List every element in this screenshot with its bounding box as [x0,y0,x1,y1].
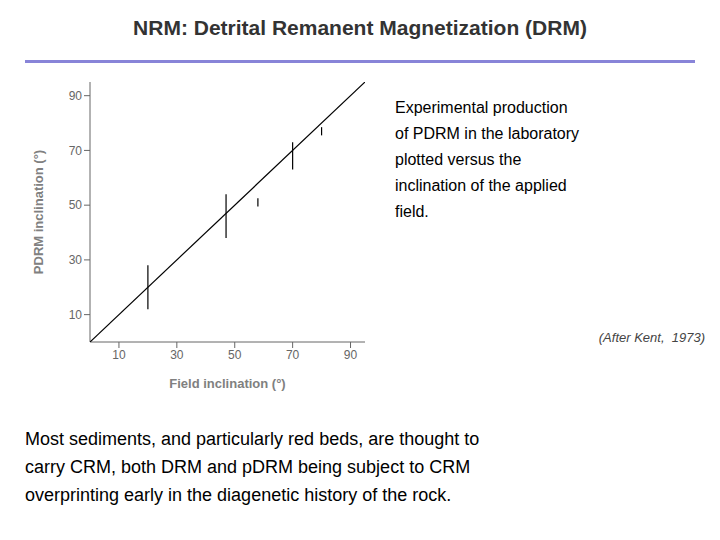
svg-text:30: 30 [170,348,184,362]
svg-text:10: 10 [69,308,83,322]
html-text:Most sediments, and particular: Most sediments, and particularly red bed… [25,429,480,449]
html-text:(After Kent, 1973): (After Kent, 1973) [598,330,705,345]
svg-text:30: 30 [69,253,83,267]
svg-text:90: 90 [69,89,83,103]
svg-text:Field inclination (°): Field inclination (°) [169,376,285,391]
html-text:of PDRM in the laboratory: of PDRM in the laboratory [395,125,580,142]
svg-text:PDRM inclination (°): PDRM inclination (°) [31,150,46,274]
html-text:inclination of the applied: inclination of the applied [395,177,567,194]
html-text:plotted versus the: plotted versus the [395,151,522,168]
svg-text:70: 70 [69,144,83,158]
html-text:Experimental production: Experimental production [395,99,568,116]
html-text:NRM: Detrital Remanent Magneti: NRM: Detrital Remanent Magnetization (DR… [133,16,587,39]
html-text:field.: field. [395,203,429,220]
svg-text:70: 70 [286,348,300,362]
svg-text:90: 90 [344,348,358,362]
html-text:overprinting early in the diag: overprinting early in the diagenetic his… [25,485,452,505]
svg-text:50: 50 [228,348,242,362]
svg-text:50: 50 [69,198,83,212]
html-text:carry CRM, both DRM and pDRM b: carry CRM, both DRM and pDRM being subje… [25,457,471,477]
svg-text:10: 10 [112,348,126,362]
